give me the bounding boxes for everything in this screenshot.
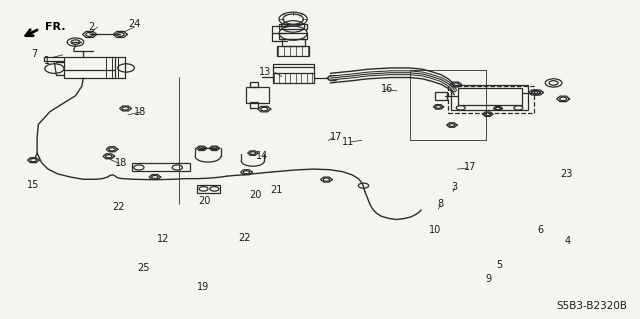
- Text: 3: 3: [451, 182, 458, 192]
- Bar: [64, 57, 115, 78]
- Bar: [279, 24, 307, 29]
- Text: 6: 6: [538, 225, 544, 235]
- Text: 13: 13: [259, 67, 271, 77]
- Text: 8: 8: [437, 199, 444, 209]
- Text: 20: 20: [250, 189, 262, 200]
- Bar: [197, 185, 220, 193]
- Text: 17: 17: [464, 162, 476, 173]
- Bar: [246, 87, 269, 103]
- Text: 25: 25: [138, 263, 150, 273]
- Text: 19: 19: [197, 282, 209, 292]
- Bar: [250, 102, 258, 108]
- Text: 18: 18: [115, 158, 127, 168]
- Text: 2: 2: [88, 22, 95, 32]
- Text: 4: 4: [564, 236, 571, 246]
- Text: S5B3-B2320B: S5B3-B2320B: [556, 301, 627, 311]
- Text: 12: 12: [157, 234, 169, 244]
- Text: 23: 23: [560, 169, 572, 179]
- Text: 15: 15: [28, 180, 40, 190]
- Text: 16: 16: [381, 84, 394, 94]
- Bar: [279, 33, 307, 39]
- Text: 7: 7: [31, 49, 37, 59]
- Bar: [132, 163, 190, 171]
- Text: 18: 18: [134, 107, 147, 117]
- Bar: [448, 86, 534, 113]
- Bar: [282, 39, 305, 46]
- Text: 24: 24: [128, 19, 140, 29]
- Text: 5: 5: [497, 260, 503, 270]
- Bar: [273, 64, 314, 83]
- Bar: [458, 88, 522, 105]
- Text: 20: 20: [198, 196, 211, 206]
- Text: 17: 17: [330, 132, 342, 142]
- Text: 9: 9: [485, 274, 492, 284]
- Text: 22: 22: [238, 233, 251, 243]
- Text: 22: 22: [112, 202, 125, 212]
- Text: 10: 10: [429, 225, 442, 235]
- Text: 21: 21: [270, 185, 282, 195]
- Text: 14: 14: [256, 151, 268, 161]
- Bar: [250, 82, 258, 87]
- Bar: [277, 46, 309, 56]
- Text: 11: 11: [342, 137, 355, 147]
- Text: FR.: FR.: [45, 22, 65, 32]
- Bar: [451, 85, 528, 110]
- Bar: [435, 92, 447, 100]
- Text: 1: 1: [44, 56, 50, 66]
